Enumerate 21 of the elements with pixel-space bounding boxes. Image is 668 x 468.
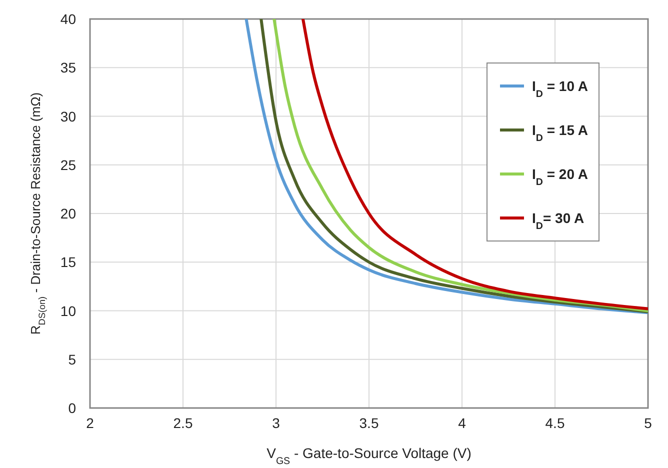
y-tick-label: 40 <box>60 11 76 27</box>
y-tick-label: 15 <box>60 254 76 270</box>
x-tick-label: 3.5 <box>359 415 379 431</box>
y-tick-label: 25 <box>60 156 76 173</box>
y-tick-label: 0 <box>68 400 76 416</box>
legend-label: I$_{D}$= 30 A <box>532 210 584 232</box>
y-tick-label: 35 <box>60 60 76 76</box>
x-tick-label: 3 <box>272 415 280 431</box>
legend-label: I$_{D}$ = 15 A <box>532 122 588 144</box>
x-axis-title: V$_{GS}$ - Gate-to-Source Voltage (V) <box>266 445 472 466</box>
x-tick-label: 4.5 <box>545 415 565 431</box>
y-tick-label: 5 <box>68 351 76 368</box>
x-tick-label: 2.5 <box>173 415 193 431</box>
x-tick-label: 4 <box>458 415 466 431</box>
legend-label: I$_{D}$ = 20 A <box>532 166 588 188</box>
y-tick-label: 30 <box>60 108 76 124</box>
x-tick-label: 2 <box>86 415 94 431</box>
y-tick-label: 10 <box>60 302 76 319</box>
legend-label: I$_{D}$ = 10 A <box>532 78 588 100</box>
y-tick-label: 20 <box>60 206 76 222</box>
x-tick-label: 5 <box>644 415 652 431</box>
